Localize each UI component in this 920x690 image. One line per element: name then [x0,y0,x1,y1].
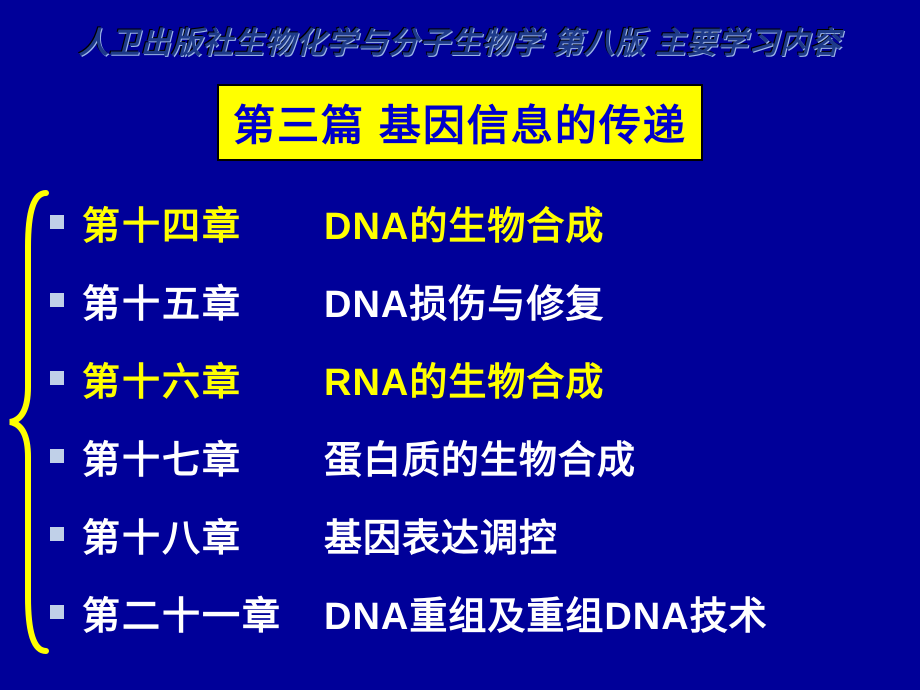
section-title: 第三篇 基因信息的传递 [217,84,703,161]
chapter-label: 第十七章 [82,429,324,484]
curly-brace-icon [6,187,50,657]
content-area: 第十四章 DNA的生物合成 第十五章 DNA损伤与修复 第十六章 RNA的生物合… [0,183,920,651]
page-header: 人卫出版社生物化学与分子生物学 第八版 主要学习内容 [0,0,920,62]
list-item: 第二十一章 DNA重组及重组DNA技术 [50,573,920,651]
chapter-label: 第十六章 [82,351,324,406]
list-item: 第十七章 蛋白质的生物合成 [50,417,920,495]
chapter-topic: 基因表达调控 [324,507,558,562]
chapter-list: 第十四章 DNA的生物合成 第十五章 DNA损伤与修复 第十六章 RNA的生物合… [50,183,920,651]
chapter-label: 第十八章 [82,507,324,562]
chapter-label: 第十五章 [82,273,324,328]
list-item: 第十八章 基因表达调控 [50,495,920,573]
list-item: 第十六章 RNA的生物合成 [50,339,920,417]
bullet-icon [50,371,64,385]
chapter-topic: RNA的生物合成 [324,351,604,406]
list-item: 第十五章 DNA损伤与修复 [50,261,920,339]
bullet-icon [50,293,64,307]
bullet-icon [50,605,64,619]
chapter-topic: DNA重组及重组DNA技术 [324,585,768,640]
bullet-icon [50,215,64,229]
list-item: 第十四章 DNA的生物合成 [50,183,920,261]
bullet-icon [50,449,64,463]
title-container: 第三篇 基因信息的传递 [0,84,920,161]
chapter-label: 第十四章 [82,195,324,250]
chapter-topic: DNA的生物合成 [324,195,604,250]
chapter-label: 第二十一章 [82,585,324,640]
bullet-icon [50,527,64,541]
chapter-topic: DNA损伤与修复 [324,273,604,328]
chapter-topic: 蛋白质的生物合成 [324,429,636,484]
